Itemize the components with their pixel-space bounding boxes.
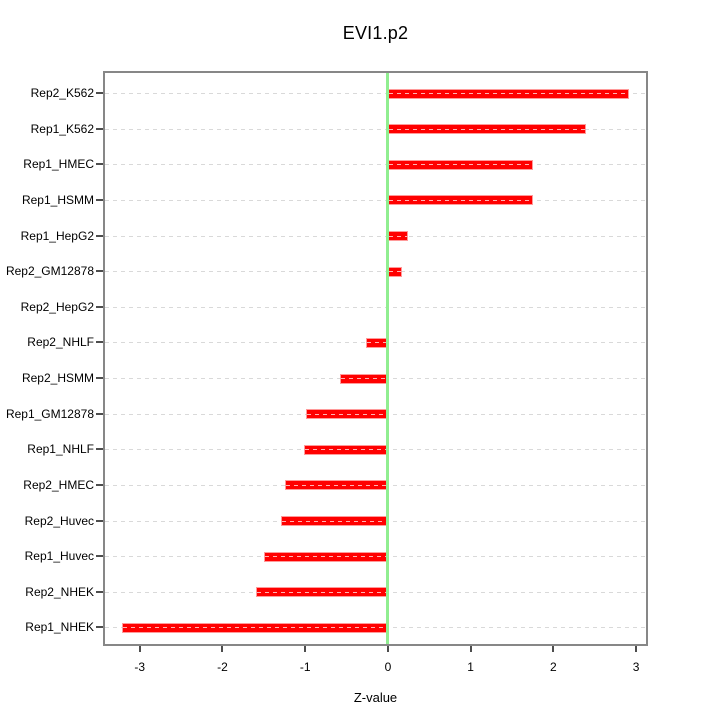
- y-tick: [96, 555, 103, 558]
- bar-Rep1_HMEC: [387, 159, 534, 170]
- y-axis-label-Rep2_HSMM: Rep2_HSMM: [21, 371, 94, 386]
- grid-line: [105, 271, 646, 273]
- x-tick-label: -1: [299, 660, 311, 674]
- y-axis-label-Rep2_HepG2: Rep2_HepG2: [20, 299, 94, 314]
- bar-Rep1_K562: [387, 124, 587, 135]
- y-axis-label-Rep1_K562: Rep1_K562: [30, 121, 94, 136]
- x-tick-label: 0: [384, 660, 392, 674]
- x-tick: [386, 646, 389, 652]
- bar-Rep1_HepG2: [387, 231, 408, 242]
- y-axis-label-Rep2_NHLF: Rep2_NHLF: [27, 335, 94, 350]
- grid-line: [105, 128, 646, 130]
- x-axis-title: Z-value: [353, 690, 398, 705]
- x-tick: [304, 646, 307, 652]
- y-axis-label-Rep1_HMEC: Rep1_HMEC: [23, 157, 94, 172]
- x-tick: [469, 646, 472, 652]
- x-tick-label: -2: [217, 660, 228, 674]
- grid-line: [105, 164, 646, 166]
- y-axis-label-Rep1_HepG2: Rep1_HepG2: [20, 228, 94, 243]
- bar-Rep2_K562: [387, 88, 629, 99]
- bar-Rep1_GM12878: [306, 409, 388, 420]
- y-tick: [96, 448, 103, 451]
- bar-Rep1_NHLF: [303, 444, 388, 455]
- y-tick: [96, 305, 103, 308]
- chart-title: EVI1.p2: [342, 23, 409, 43]
- y-tick: [96, 377, 103, 380]
- bar-Rep2_GM12878: [387, 266, 402, 277]
- y-tick: [96, 127, 103, 130]
- bar-Rep2_NHEK: [255, 587, 388, 598]
- y-tick: [96, 92, 103, 94]
- x-tick: [635, 646, 638, 652]
- grid-line: [105, 199, 646, 201]
- bar-Rep1_NHEK: [122, 622, 388, 633]
- y-tick: [96, 198, 103, 201]
- grid-line: [105, 306, 646, 308]
- y-tick: [96, 590, 103, 593]
- bar-Rep2_Huvec: [281, 516, 388, 527]
- y-axis-label-Rep1_HSMM: Rep1_HSMM: [21, 192, 94, 207]
- grid-line: [105, 235, 646, 237]
- bar-Rep2_NHLF: [366, 337, 388, 348]
- x-tick: [552, 646, 555, 652]
- y-tick: [96, 270, 103, 273]
- y-tick: [96, 163, 103, 166]
- y-axis-label-Rep1_Huvec: Rep1_Huvec: [24, 549, 94, 564]
- grid-line: [105, 93, 646, 94]
- y-tick: [96, 519, 103, 522]
- x-tick-label: 2: [550, 660, 557, 674]
- y-tick: [96, 412, 103, 415]
- x-tick-label: 1: [467, 660, 474, 674]
- y-axis-label-Rep1_GM12878: Rep1_GM12878: [5, 406, 94, 421]
- x-tick: [221, 646, 224, 652]
- y-tick: [96, 341, 103, 344]
- y-axis-label-Rep2_GM12878: Rep2_GM12878: [5, 264, 94, 279]
- y-tick: [96, 483, 103, 486]
- y-tick: [96, 626, 103, 629]
- x-tick-label: 3: [632, 660, 640, 674]
- bar-Rep1_HSMM: [387, 195, 533, 206]
- y-axis-label-Rep2_NHEK: Rep2_NHEK: [25, 584, 94, 599]
- y-axis-label-Rep2_Huvec: Rep2_Huvec: [24, 513, 94, 528]
- y-axis-label-Rep1_NHEK: Rep1_NHEK: [25, 620, 94, 635]
- x-tick-label: -3: [134, 660, 146, 674]
- bar-Rep2_HMEC: [285, 480, 388, 491]
- y-axis-label-Rep2_K562: Rep2_K562: [30, 86, 94, 100]
- y-axis-label-Rep2_HMEC: Rep2_HMEC: [23, 477, 94, 492]
- x-tick: [138, 646, 141, 652]
- y-tick: [96, 234, 103, 237]
- bar-Rep1_Huvec: [263, 551, 388, 562]
- plot-area: [103, 71, 648, 646]
- y-axis-label-Rep1_NHLF: Rep1_NHLF: [27, 442, 94, 457]
- zero-line: [386, 73, 390, 644]
- bar-Rep2_HSMM: [339, 373, 388, 384]
